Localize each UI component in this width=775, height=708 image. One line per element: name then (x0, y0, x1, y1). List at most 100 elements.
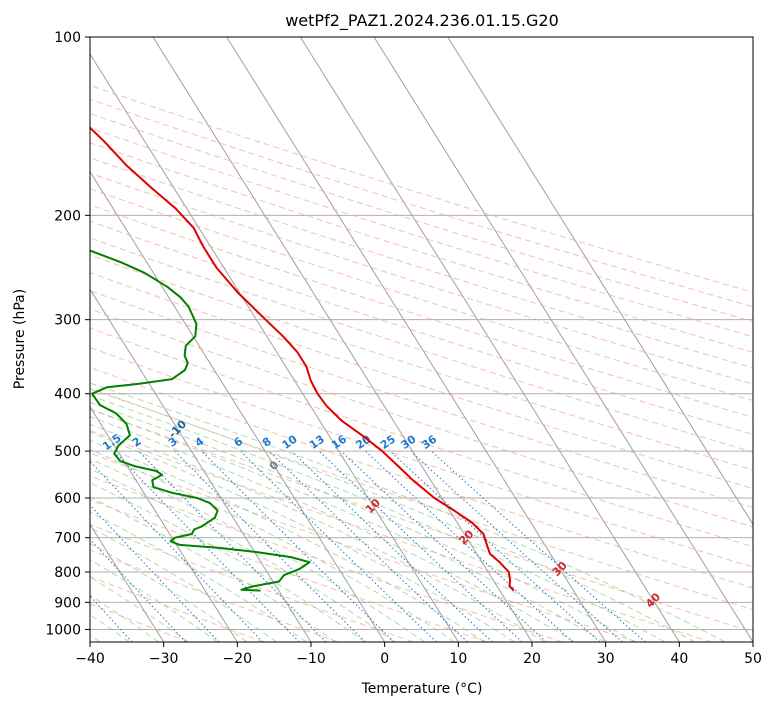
mixing-ratio-line (341, 451, 547, 642)
dewpoint-profile-line (90, 249, 311, 592)
y-tick-label: 900 (54, 595, 81, 611)
moist-adiabat-line (90, 496, 336, 642)
dry-adiabat-line (90, 254, 753, 471)
y-axis: 100 200 300 400 500 600 700 800 900 1000 (45, 30, 90, 638)
dry-adiabat-line (90, 308, 753, 528)
y-tick-label: 300 (54, 313, 81, 329)
dry-adiabat-line (90, 157, 753, 369)
mixing-ratio-line (431, 451, 646, 642)
moist-adiabat-line (90, 439, 485, 642)
y-tick-label: 200 (54, 208, 81, 224)
isotherm-line (90, 53, 459, 642)
dry-adiabat-line (90, 327, 753, 548)
x-tick-label: 50 (744, 651, 762, 667)
dry-adiabat-label: 10 (363, 496, 383, 516)
y-tick-label: 500 (54, 444, 81, 460)
plot-area: 0.10.20.40.611.52346810131620253036-100-… (0, 37, 753, 642)
isotherm-line (152, 37, 533, 642)
mixing-ratio-line (201, 451, 395, 642)
dry-adiabat-line (90, 549, 339, 642)
mixing-ratio-line (90, 538, 187, 642)
dry-adiabat-line (90, 290, 753, 508)
moist-adiabat-line (90, 416, 575, 642)
isotherm-line (373, 37, 753, 642)
dry-adiabat-line (90, 387, 753, 611)
y-tick-label: 400 (54, 387, 81, 403)
x-tick-label: 10 (449, 651, 467, 667)
mixing-ratio-line (319, 451, 523, 642)
moist-adiabat-line (90, 559, 218, 642)
moist-adiabat-line (90, 395, 666, 642)
moist-adiabat-line (90, 511, 307, 642)
mixing-ratio-label: 0.6 (26, 431, 50, 453)
dry-adiabat-line (90, 237, 753, 453)
mixing-ratio-line (410, 451, 623, 642)
isotherm-line (226, 37, 607, 642)
isotherm-line (90, 288, 312, 642)
mixing-ratio-label: 1.5 (100, 431, 123, 453)
mixing-ratio-label: 2 (130, 435, 144, 450)
moist-adiabat-line (90, 468, 395, 642)
mixing-ratio-label: 30 (399, 432, 419, 452)
mixing-ratio-line (390, 451, 601, 642)
dry-adiabat-line (90, 452, 638, 642)
y-tick-label: 600 (54, 491, 81, 507)
isotherm-line (90, 523, 165, 642)
dry-adiabat-line (90, 188, 753, 402)
x-axis-label: Temperature (°C) (361, 681, 483, 697)
isotherm-line (299, 37, 680, 642)
dry-adiabat-line (90, 408, 753, 633)
mixing-ratio-label: 36 (419, 432, 439, 452)
mixing-ratio-line (240, 451, 437, 642)
mixing-ratio-line (90, 460, 264, 642)
dry-adiabat-line (90, 142, 753, 353)
mixing-ratio-line (365, 451, 574, 642)
x-tick-label: −40 (75, 651, 105, 667)
moist-adiabat-line (90, 382, 726, 642)
moist-adiabat-line (90, 458, 425, 642)
mixing-ratio-line (0, 452, 82, 642)
isotherm-line (90, 170, 386, 642)
x-tick-label: −10 (296, 651, 326, 667)
plot-frame (89, 36, 754, 643)
dry-adiabat-label: 30 (550, 559, 570, 579)
x-tick-label: −20 (223, 651, 253, 667)
dry-adiabat-line (90, 172, 753, 385)
y-axis-label: Pressure (hPa) (12, 289, 28, 389)
mixing-ratio-label: 10 (280, 432, 300, 452)
dry-adiabat-label: 20 (456, 527, 476, 547)
mixing-ratio-label: 16 (329, 432, 349, 452)
mixing-ratio-line (291, 451, 493, 642)
x-tick-label: 30 (597, 651, 615, 667)
dry-adiabat-line (90, 220, 753, 435)
y-tick-label: 100 (54, 30, 81, 46)
dry-adiabat-line (90, 113, 753, 323)
moist-adiabat-line (90, 526, 277, 642)
y-tick-label: 700 (54, 531, 81, 547)
isotherm-line (90, 405, 238, 642)
dry-adiabat-line (90, 475, 563, 642)
x-tick-label: 20 (523, 651, 541, 667)
y-tick-label: 1000 (45, 622, 81, 638)
x-tick-label: −30 (149, 651, 179, 667)
dry-adiabat-label: 40 (643, 590, 663, 610)
mixing-ratio-label: 8 (260, 435, 274, 450)
moist-adiabat-line (90, 482, 366, 642)
mixing-ratio-line (138, 451, 327, 642)
dry-adiabat-line (90, 98, 753, 308)
dry-adiabat-line (90, 272, 753, 490)
mixing-ratio-label: 0.4 (0, 431, 19, 453)
dry-adiabat-line (90, 524, 414, 642)
moist-adiabat-line (90, 388, 696, 642)
y-tick-label: 800 (54, 565, 81, 581)
mixing-ratio-line (175, 451, 366, 642)
temperature-profile-line (90, 126, 515, 592)
moist-adiabat-line (90, 423, 545, 642)
dry-adiabat-line (90, 204, 753, 418)
x-tick-label: 0 (380, 651, 389, 667)
dry-adiabat-line (90, 84, 753, 293)
mixing-ratio-label: 13 (307, 433, 327, 452)
dry-adiabat-line (90, 127, 753, 338)
